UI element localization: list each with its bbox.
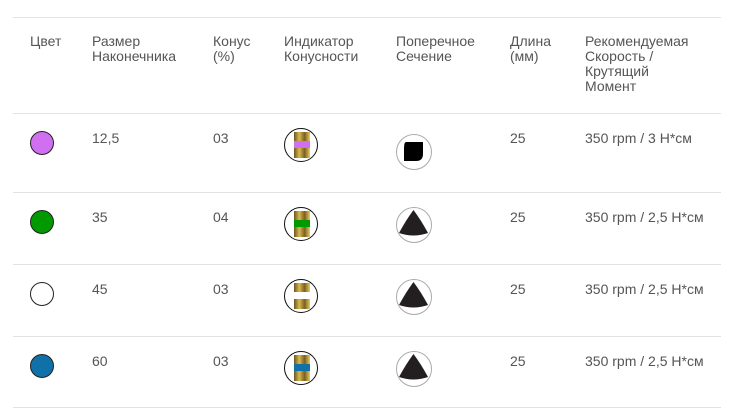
length: 25 <box>510 209 526 225</box>
triangle-cross-section-icon <box>396 279 432 315</box>
header-taper: Конус (%) <box>213 33 251 64</box>
tip-size: 35 <box>92 209 108 225</box>
header-taper-indicator: Индикатор Конусности <box>284 33 359 64</box>
taper: 03 <box>213 281 229 297</box>
color-swatch <box>30 131 54 155</box>
taper-indicator-icon <box>284 128 318 162</box>
triangle-cross-section-icon <box>396 207 432 243</box>
taper-indicator-icon <box>284 207 318 241</box>
taper: 03 <box>213 353 229 369</box>
color-swatch <box>30 282 54 306</box>
length: 25 <box>510 281 526 297</box>
color-swatch <box>30 210 54 234</box>
header-speed-torque: Рекомендуемая Скорость / Крутящий Момент <box>585 33 689 94</box>
square-cross-section-icon <box>396 134 432 170</box>
taper-indicator-icon <box>284 279 318 313</box>
taper-indicator-icon <box>284 351 318 385</box>
length: 25 <box>510 130 526 146</box>
taper: 03 <box>213 130 229 146</box>
table-row: 60 03 25 350 rpm / 2,5 Н*см <box>13 337 721 408</box>
taper: 04 <box>213 209 229 225</box>
tip-size: 45 <box>92 281 108 297</box>
tip-size: 60 <box>92 353 108 369</box>
triangle-cross-section-icon <box>396 351 432 387</box>
color-swatch <box>30 354 54 378</box>
header-color: Цвет <box>30 33 62 49</box>
tip-size: 12,5 <box>92 130 120 146</box>
specs-table: Цвет Размер Наконечника Конус (%) Индика… <box>13 17 721 408</box>
table-row: 12,5 03 25 350 rpm / 3 Н*см <box>13 114 721 193</box>
length: 25 <box>510 353 526 369</box>
speed-torque: 350 rpm / 2,5 Н*см <box>585 281 704 297</box>
table-row: 35 04 25 350 rpm / 2,5 Н*см <box>13 193 721 265</box>
table-header: Цвет Размер Наконечника Конус (%) Индика… <box>13 18 721 114</box>
header-tip-size: Размер Наконечника <box>92 33 177 64</box>
speed-torque: 350 rpm / 2,5 Н*см <box>585 353 704 369</box>
header-length: Длина (мм) <box>510 33 551 64</box>
table-row: 45 03 25 350 rpm / 2,5 Н*см <box>13 265 721 337</box>
speed-torque: 350 rpm / 2,5 Н*см <box>585 209 704 225</box>
speed-torque: 350 rpm / 3 Н*см <box>585 130 692 146</box>
header-cross-section: Поперечное Сечение <box>396 33 475 64</box>
